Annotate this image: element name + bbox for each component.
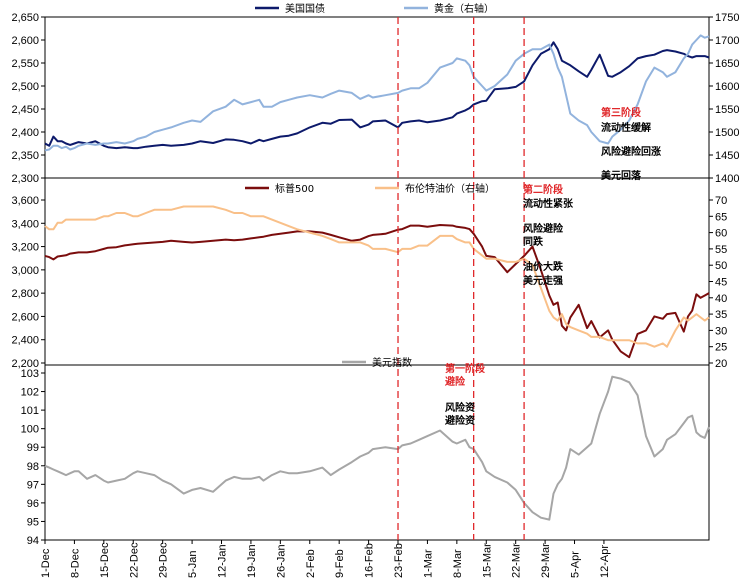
y-left-tick-label: 3,400 — [11, 218, 39, 230]
y-left-tick-label: 96 — [27, 498, 39, 510]
phase1-note-risk: 风险资 — [445, 401, 475, 414]
x-tick-label: 12-Jan — [217, 544, 229, 578]
x-tick-label: 26-Jan — [275, 544, 287, 578]
x-tick-label: 12-Apr — [599, 545, 611, 578]
chart-series-layer — [44, 34, 710, 521]
phase1-subtitle: 避险 — [444, 375, 466, 388]
series-line-dxy — [44, 375, 710, 521]
phase3-subtitle: 流动性缓解 — [601, 121, 651, 134]
y-left-tick-label: 2,650 — [11, 12, 39, 24]
phase-divider-lines — [397, 17, 525, 540]
y-right-tick-label: 40 — [715, 293, 727, 305]
phase3-note-1: 风险避险回涨 — [601, 145, 661, 158]
legend-label-brent: 布伦特油价（右轴） — [405, 182, 495, 195]
y-right-tick-label: 70 — [715, 195, 727, 207]
chart-legends: 美国国债 黄金（右轴） 标普500 布伦特油价（右轴） 美元指数 — [245, 2, 495, 369]
y-right-tick-label: 50 — [715, 260, 727, 272]
y-left-tick-label: 101 — [21, 405, 39, 417]
series-line-sp500 — [44, 224, 710, 359]
y-left-tick-label: 2,350 — [11, 150, 39, 162]
phase2-note-1: 风险避险 — [523, 222, 564, 235]
y-right-tick-label: 55 — [715, 244, 727, 256]
y-right-tick-label: 1550 — [715, 104, 739, 116]
x-tick-label: 1-Mar — [422, 549, 434, 578]
y-left-tick-label: 3,000 — [11, 265, 39, 277]
y-right-tick-label: 1750 — [715, 12, 739, 24]
y-right-tick-label: 1600 — [715, 81, 739, 93]
y-right-tick-label: 1700 — [715, 35, 739, 47]
phase3-title: 第三阶段 — [601, 106, 641, 119]
x-tick-label: 5-Apr — [570, 551, 582, 578]
y-left-tick-label: 3,200 — [11, 242, 39, 254]
phase1-note-safe: 避险资 — [444, 414, 475, 427]
legend-label-dxy: 美元指数 — [372, 356, 412, 369]
x-tick-label: 15-Mar — [481, 543, 493, 578]
y-right-tick-label: 1450 — [715, 150, 739, 162]
y-left-tick-label: 2,550 — [11, 58, 39, 70]
x-tick-label: 2-Feb — [305, 549, 317, 578]
y-left-tick-label: 100 — [21, 424, 39, 436]
x-tick-label: 16-Feb — [364, 543, 376, 578]
y-left-tick-label: 2,400 — [11, 335, 39, 347]
y-left-tick-label: 103 — [21, 368, 39, 380]
phase3-note-2: 美元回落 — [601, 169, 642, 182]
x-tick-label: 8-Dec — [69, 548, 81, 578]
plot-frame — [44, 16, 710, 541]
legend-label-us10y: 美国国债 — [285, 2, 325, 15]
y-right-tick-label: 1400 — [715, 173, 739, 185]
series-line-gold — [44, 34, 710, 152]
y-right-tick-label: 1650 — [715, 58, 739, 70]
phase2-subtitle: 流动性紧张 — [523, 197, 574, 210]
phase2-note-3: 油价大跌 — [523, 260, 564, 273]
y-left-tick-label: 98 — [27, 461, 39, 473]
phase2-note-2: 同跌 — [523, 235, 544, 248]
y-left-tick-label: 2,450 — [11, 104, 39, 116]
y-left-tick-label: 2,800 — [11, 288, 39, 300]
y-left-tick-label: 2,400 — [11, 127, 39, 139]
y-left-tick-label: 2,600 — [11, 35, 39, 47]
x-tick-label: 15-Dec — [99, 542, 111, 578]
y-left-tick-label: 2,300 — [11, 173, 39, 185]
y-right-tick-label: 30 — [715, 325, 727, 337]
y-left-tick-label: 99 — [27, 442, 39, 454]
x-tick-label: 19-Jan — [246, 544, 258, 578]
y-left-tick-label: 2,200 — [11, 358, 39, 370]
y-right-tick-label: 35 — [715, 309, 727, 321]
x-tick-label: 22-Dec — [128, 542, 140, 578]
phase1-title: 第一阶段 — [445, 362, 485, 375]
legend-label-sp500: 标普500 — [275, 182, 314, 195]
x-tick-label: 5-Jan — [187, 550, 199, 578]
y-left-tick-label: 95 — [27, 516, 39, 528]
series-line-brent — [44, 205, 710, 348]
chart-axes: 2,300 2,350 2,400 2,450 2,500 2,550 2,600 2,650… — [11, 12, 739, 578]
x-tick-label: 1-Dec — [40, 548, 52, 578]
y-left-tick-label: 2,500 — [11, 81, 39, 93]
x-tick-label: 8-Mar — [452, 549, 464, 578]
legend-label-gold: 黄金（右轴） — [434, 2, 494, 15]
y-left-tick-label: 3,600 — [11, 195, 39, 207]
y-right-tick-label: 1500 — [715, 127, 739, 139]
y-right-tick-label: 20 — [715, 358, 727, 370]
y-left-tick-label: 97 — [27, 479, 39, 491]
x-tick-label: 9-Feb — [334, 549, 346, 578]
x-tick-label: 23-Feb — [393, 543, 405, 578]
y-right-tick-label: 65 — [715, 211, 727, 223]
phase2-note-4: 美元走强 — [523, 274, 563, 287]
x-tick-label: 29-Mar — [540, 543, 552, 578]
y-left-tick-label: 94 — [27, 535, 39, 547]
y-left-tick-label: 2,600 — [11, 311, 39, 323]
x-tick-label: 29-Dec — [158, 542, 170, 578]
y-right-tick-label: 25 — [715, 342, 727, 354]
y-right-tick-label: 60 — [715, 228, 727, 240]
y-right-tick-label: 45 — [715, 277, 727, 289]
x-tick-label: 22-Mar — [511, 543, 523, 578]
phase2-title: 第二阶段 — [523, 183, 563, 196]
series-line-us10y — [44, 41, 710, 150]
y-left-tick-label: 102 — [21, 387, 39, 399]
